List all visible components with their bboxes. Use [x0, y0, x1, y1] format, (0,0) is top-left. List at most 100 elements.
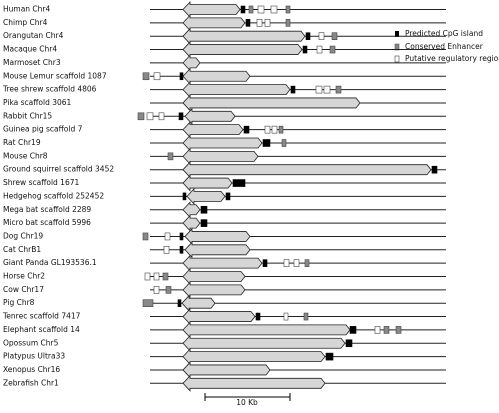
conserved-enhancer: [142, 72, 150, 81]
cpg-island: [177, 299, 182, 308]
regulatory-region: [318, 32, 325, 41]
species-label: Tenrec scaffold 7417: [2, 312, 81, 321]
gene-arrow: [182, 308, 256, 326]
gene-arrow: [182, 0, 241, 19]
species-label: Horse Chr2: [3, 272, 45, 281]
legend-label: Conserved Enhancer: [405, 42, 484, 51]
species-label: Opossum Chr5: [3, 338, 59, 347]
locus-row: Tree shrew scaffold 4806: [2, 81, 446, 99]
conserved-enhancer: [167, 152, 174, 161]
legend-regulatory-swatch: [394, 55, 400, 63]
gene-arrow: [182, 67, 251, 85]
locus-row: Zebrafish Chr1: [3, 374, 446, 392]
regulatory-region: [264, 125, 271, 134]
conserved-enhancer: [331, 32, 338, 41]
cpg-island: [243, 125, 250, 134]
regulatory-region: [323, 85, 331, 94]
cpg-island: [240, 5, 246, 14]
regulatory-region: [163, 246, 170, 254]
cpg-island: [178, 112, 184, 121]
regulatory-region: [283, 259, 290, 267]
gene-arrow: [184, 241, 251, 259]
regulatory-region: [316, 45, 323, 54]
conserved-enhancer: [162, 272, 169, 281]
species-label: Mouse Chr8: [3, 151, 48, 160]
species-label: Orangutan Chr4: [3, 31, 64, 40]
cpg-island: [179, 72, 184, 81]
locus-row: Elephant scaffold 14: [3, 321, 446, 339]
locus-row: Chimp Chr4: [3, 14, 446, 32]
locus-row: Guinea pig scaffold 7: [3, 121, 446, 139]
conserved-enhancer: [248, 5, 254, 14]
regulatory-region: [315, 85, 323, 94]
locus-row: Mouse Lemur scaffold 1087: [3, 67, 446, 85]
regulatory-region: [257, 5, 265, 14]
locus-row: Hedgehog scaffold 252452: [3, 187, 446, 205]
cpg-island: [179, 246, 184, 254]
conserved-enhancer: [142, 299, 154, 308]
gene-arrow: [182, 27, 306, 45]
locus-row: Human Chr4: [3, 0, 446, 19]
regulatory-region: [270, 5, 278, 14]
species-label: Platypus Ultra33: [3, 352, 65, 361]
conserved-enhancer: [383, 326, 390, 334]
cpg-island: [325, 352, 334, 361]
regulatory-region: [146, 112, 154, 121]
regulatory-region: [164, 232, 171, 241]
gene-arrow: [182, 267, 246, 286]
locus-row: Ground squirrel scaffold 3452: [3, 161, 446, 179]
gene-arrow: [184, 107, 236, 125]
conserved-enhancer: [165, 286, 172, 294]
species-label: Mega bat scaffold 2289: [3, 205, 91, 214]
species-label: Rabbit Chr15: [3, 111, 52, 120]
species-label: Cow Chr17: [3, 285, 44, 294]
regulatory-region: [153, 272, 160, 281]
species-label: Pig Chr8: [3, 298, 35, 307]
cpg-island: [179, 232, 184, 241]
locus-row: Horse Chr2: [3, 267, 446, 286]
species-label: Xenopus Chr16: [3, 365, 60, 374]
gene-arrow: [182, 147, 259, 165]
locus-row: Marmoset Chr3: [3, 54, 446, 72]
regulatory-region: [153, 286, 160, 294]
locus-row: Giant Panda GL193536.1: [3, 254, 446, 272]
gene-arrow: [182, 81, 291, 99]
cpg-island: [345, 339, 353, 348]
legend-cpg-swatch: [395, 31, 399, 37]
species-label: Tree shrew scaffold 4806: [2, 85, 97, 94]
species-label: Shrew scaffold 1671: [3, 178, 79, 187]
regulatory-region: [153, 72, 161, 81]
species-label: Elephant scaffold 14: [3, 325, 80, 334]
species-label: Dog Chr19: [3, 231, 43, 240]
conserved-enhancer: [142, 232, 149, 241]
gene-arrow: [184, 227, 251, 245]
gene-arrow: [182, 41, 303, 59]
locus-row: Cat ChrB1: [3, 241, 446, 259]
locus-row: Platypus Ultra33: [3, 348, 446, 366]
gene-arrow: [182, 361, 271, 379]
locus-row: Mega bat scaffold 2289: [3, 201, 446, 219]
species-label: Pika scaffold 3061: [3, 98, 72, 107]
cpg-island: [232, 179, 246, 187]
gene-arrow: [182, 348, 326, 366]
conserved-enhancer: [285, 19, 291, 27]
species-label: Ground squirrel scaffold 3452: [3, 165, 114, 174]
locus-row: Rat Chr19: [3, 134, 446, 152]
gene-arrow: [182, 214, 201, 232]
cpg-island: [245, 19, 251, 27]
cpg-island: [349, 326, 357, 334]
legend-label: Putative regulatory region: [405, 54, 499, 63]
locus-row: Shrew scaffold 1671: [3, 174, 446, 192]
species-label: Micro bat scaffold 5996: [3, 218, 91, 227]
cpg-island: [305, 32, 311, 41]
conserved-enhancer: [278, 125, 284, 134]
species-label: Hedgehog scaffold 252452: [3, 191, 104, 200]
species-label: Guinea pig scaffold 7: [3, 125, 83, 134]
species-label: Zebrafish Chr1: [3, 378, 59, 387]
species-label: Marmoset Chr3: [3, 58, 61, 67]
species-label: Macaque Chr4: [3, 45, 57, 54]
gene-arrow: [181, 294, 216, 312]
cpg-island: [200, 219, 208, 227]
legend-label: Predicted CpG island: [405, 29, 483, 38]
regulatory-region: [271, 125, 278, 134]
